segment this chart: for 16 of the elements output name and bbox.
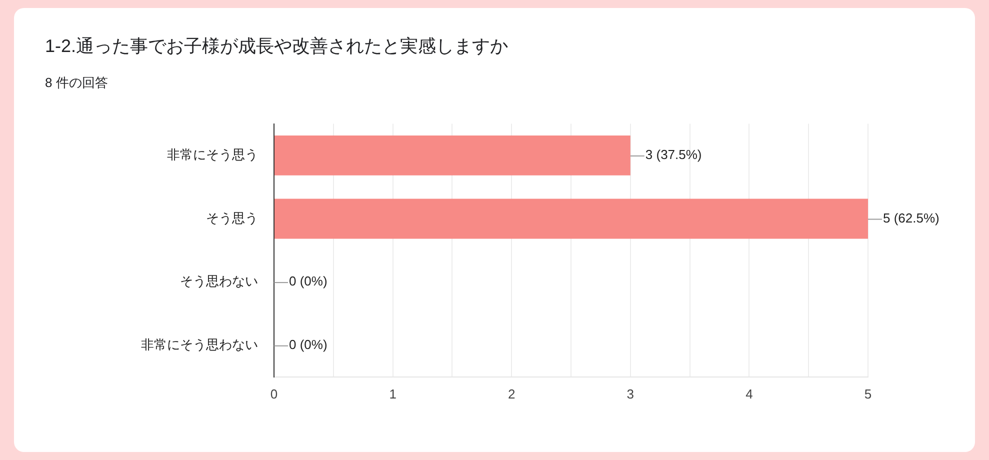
y-tick-label: そう思わない bbox=[180, 274, 258, 289]
x-tick-label: 5 bbox=[864, 386, 872, 402]
x-tick-label: 2 bbox=[508, 386, 516, 402]
y-tick-label: 非常にそう思う bbox=[167, 147, 258, 162]
x-tick-label: 0 bbox=[270, 386, 278, 402]
x-tick-label: 1 bbox=[389, 386, 396, 402]
data-label: 0 (0%) bbox=[289, 274, 328, 289]
chart-title: 1-2.通った事でお子様が成長や改善されたと実感しますか bbox=[45, 35, 508, 58]
y-tick-label: そう思う bbox=[206, 210, 258, 226]
data-label: 5 (62.5%) bbox=[883, 210, 940, 226]
y-tick-label: 非常にそう思わない bbox=[141, 336, 258, 352]
data-label: 0 (0%) bbox=[289, 336, 328, 352]
x-tick-label: 4 bbox=[746, 386, 753, 402]
text: 8 件の回答 bbox=[45, 74, 108, 92]
x-tick-label: 3 bbox=[626, 386, 634, 402]
data-label: 3 (37.5%) bbox=[645, 147, 702, 162]
